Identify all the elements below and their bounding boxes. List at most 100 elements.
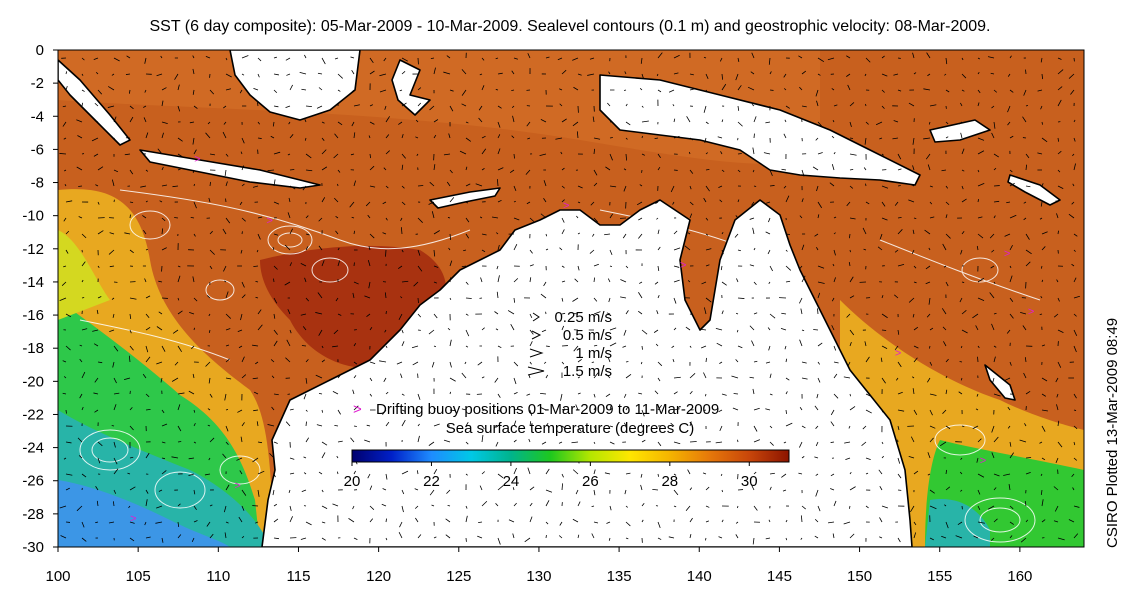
velocity-arrow (241, 422, 245, 427)
velocity-arrow (752, 169, 755, 173)
velocity-arrow (559, 247, 563, 251)
velocity-arrow (1009, 214, 1017, 219)
x-tick-label: 130 (526, 568, 551, 585)
velocity-arrow (929, 185, 933, 188)
velocity-arrow (337, 169, 341, 173)
velocity-arrow (289, 185, 296, 190)
velocity-arrow (977, 345, 980, 349)
borneo (229, 50, 361, 121)
contour (311, 257, 349, 283)
velocity-arrow (127, 472, 131, 475)
velocity-arrow (849, 153, 857, 156)
velocity-arrow (846, 73, 851, 77)
velocity-arrow (321, 345, 324, 349)
contour (979, 507, 1021, 533)
velocity-arrow (225, 217, 231, 224)
velocity-arrow (817, 152, 823, 155)
velocity-arrow (545, 521, 549, 525)
velocity-arrow (897, 329, 900, 335)
velocity-arrow (1009, 452, 1014, 459)
velocity-arrow (801, 70, 807, 75)
velocity-arrow (1040, 201, 1043, 207)
velocity-arrow (479, 73, 483, 76)
velocity-arrow (689, 534, 692, 539)
velocity-arrow (1056, 213, 1059, 219)
velocity-arrow (735, 73, 739, 81)
velocity-arrow (401, 201, 406, 206)
velocity-arrow (513, 243, 518, 251)
velocity-arrow (912, 52, 915, 59)
contour (879, 239, 1041, 301)
velocity-arrow (236, 457, 243, 461)
velocity-arrow (1022, 116, 1027, 123)
velocity-arrow (145, 295, 151, 299)
velocity-arrow (513, 297, 516, 303)
velocity-arrow (1009, 244, 1013, 251)
velocity-arrow (849, 329, 855, 336)
velocity-arrow (753, 505, 758, 511)
velocity-arrow (881, 89, 885, 93)
velocity-arrow (225, 344, 230, 347)
y-tick-label: -16 (22, 307, 44, 324)
velocity-arrow (491, 216, 499, 219)
velocity-arrow (273, 340, 278, 347)
velocity-arrow (305, 421, 307, 427)
velocity-arrow (289, 505, 292, 511)
velocity-arrow (540, 392, 547, 395)
velocity-arrow (765, 231, 771, 235)
velocity-arrow (689, 373, 696, 379)
velocity-arrow (721, 119, 724, 123)
velocity-arrow (465, 233, 470, 239)
velocity-arrow (641, 439, 646, 443)
velocity-arrow (513, 420, 517, 427)
velocity-arrow (124, 232, 131, 235)
velocity-arrow (337, 313, 342, 316)
buoy-marker: > (563, 200, 569, 212)
velocity-arrow (881, 441, 884, 445)
velocity-arrow (913, 281, 917, 284)
velocity-arrow (318, 329, 323, 336)
velocity-arrow (989, 292, 995, 299)
velocity-arrow (93, 57, 99, 60)
velocity-arrow (749, 325, 755, 331)
velocity-arrow (990, 537, 995, 541)
velocity-arrow (129, 297, 137, 300)
x-tick-label: 150 (847, 568, 872, 585)
velocity-arrow (237, 329, 243, 333)
velocity-arrow (721, 249, 724, 255)
velocity-arrow (897, 537, 901, 543)
velocity-arrow (65, 441, 72, 444)
velocity-arrow (379, 89, 387, 93)
velocity-arrow (673, 118, 676, 123)
velocity-arrow (812, 166, 819, 171)
velocity-arrow (525, 169, 531, 175)
velocity-arrow (401, 419, 406, 427)
velocity-arrow (545, 345, 550, 347)
velocity-arrow (449, 105, 454, 112)
velocity-arrow (109, 265, 115, 268)
velocity-arrow (942, 326, 947, 331)
velocity-arrow (321, 505, 328, 510)
velocity-arrow (431, 211, 435, 219)
velocity-arrow (209, 265, 213, 270)
velocity-arrow (1009, 169, 1013, 173)
velocity-arrow (881, 329, 887, 331)
velocity-arrow (1056, 393, 1059, 398)
velocity-arrow (783, 441, 787, 444)
velocity-arrow (657, 473, 659, 477)
velocity-arrow (241, 356, 245, 363)
velocity-arrow (1072, 183, 1075, 187)
velocity-arrow (577, 425, 582, 432)
velocity-arrow (401, 341, 405, 347)
velocity-arrow (608, 71, 611, 75)
velocity-arrow (125, 73, 131, 75)
velocity-arrow (1025, 164, 1027, 171)
velocity-arrow (94, 120, 99, 123)
velocity-arrow (113, 377, 117, 384)
velocity-arrow (145, 489, 149, 494)
velocity-arrow (865, 57, 871, 63)
velocity-arrow (881, 377, 886, 384)
velocity-arrow (908, 199, 915, 203)
velocity-arrow (976, 393, 979, 397)
velocity-arrow (736, 278, 739, 283)
